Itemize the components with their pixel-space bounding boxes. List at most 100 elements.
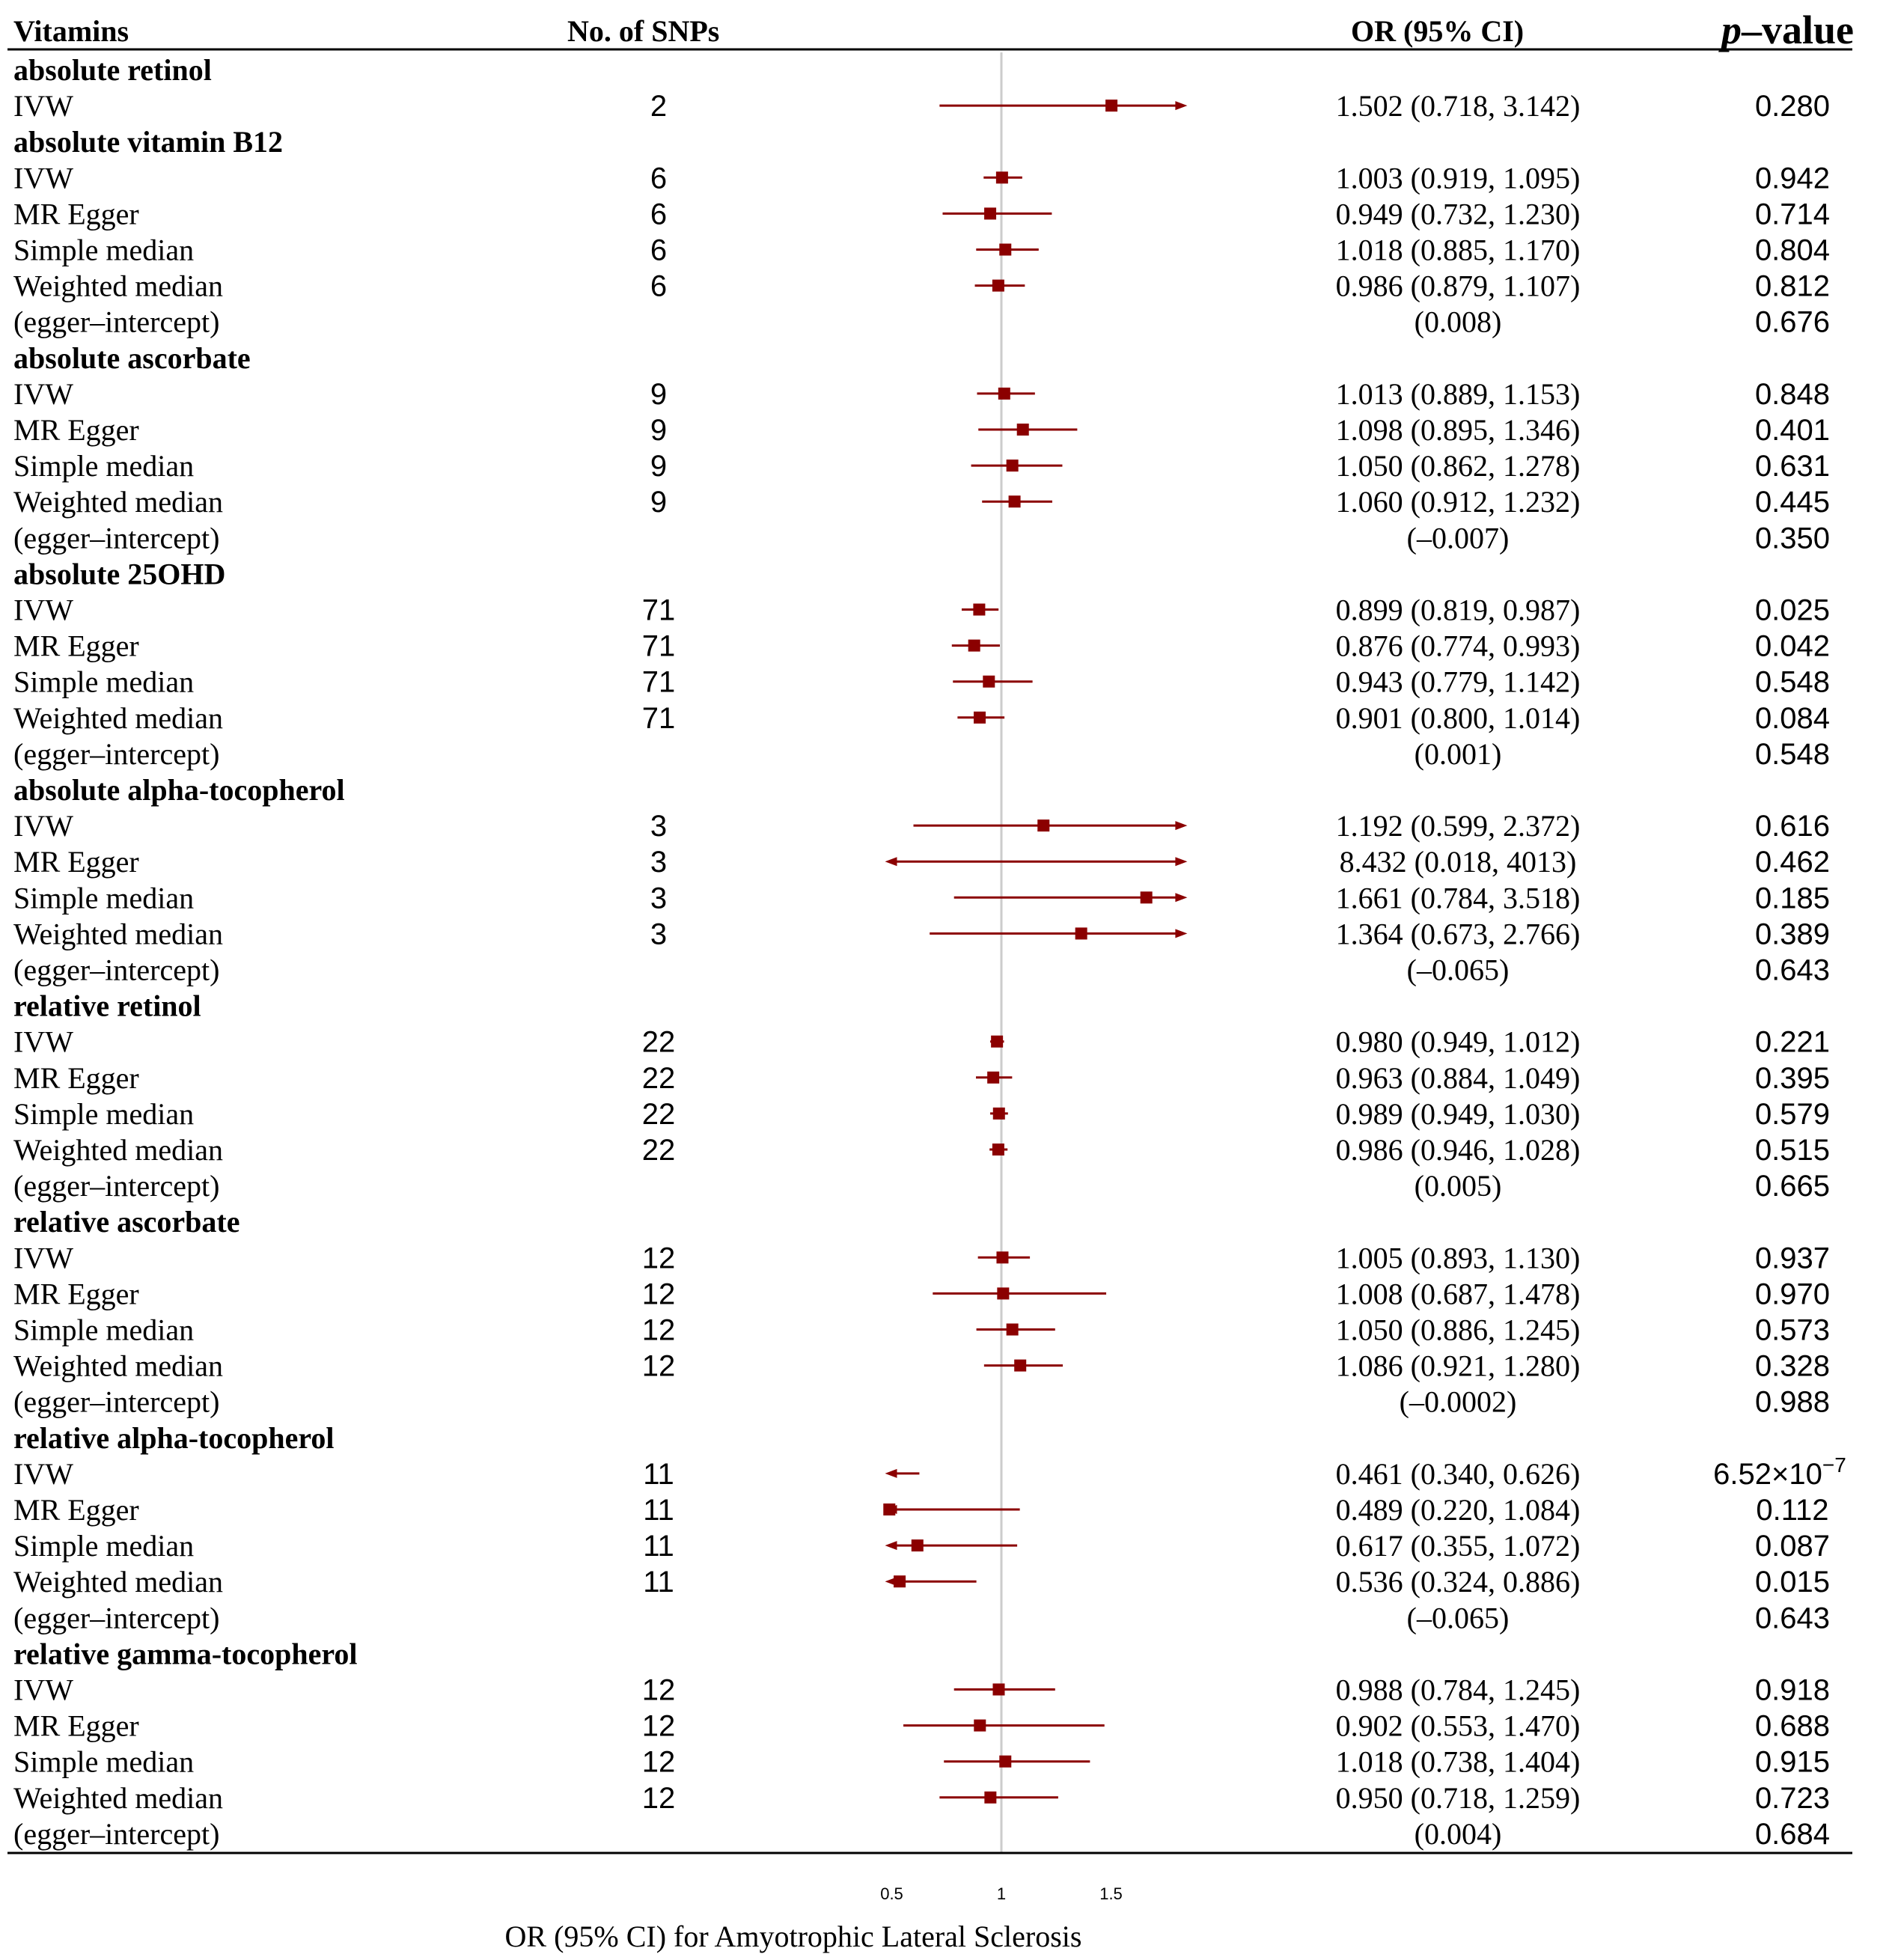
row-snps: 9 xyxy=(650,450,667,483)
row-pvalue: 0.389 xyxy=(1755,918,1830,950)
row-pvalue: 0.462 xyxy=(1755,846,1830,879)
row-or-ci: 1.050 (0.886, 1.245) xyxy=(1336,1313,1581,1347)
row-method: Simple median xyxy=(13,1529,194,1563)
row-pvalue: 0.665 xyxy=(1755,1170,1830,1203)
ci-arrow-right xyxy=(1175,893,1188,903)
row-or-ci: 0.617 (0.355, 1.072) xyxy=(1336,1529,1581,1563)
row-or-ci: 1.050 (0.862, 1.278) xyxy=(1336,449,1581,483)
x-tick-label: 1.5 xyxy=(1099,1884,1123,1903)
row-or-ci: 1.013 (0.889, 1.153) xyxy=(1336,377,1581,411)
row-method: MR Egger xyxy=(13,1277,139,1310)
row-or-ci: 0.949 (0.732, 1.230) xyxy=(1336,197,1581,231)
row-snps: 12 xyxy=(642,1782,676,1815)
point-estimate xyxy=(992,279,1004,292)
row-snps: 12 xyxy=(642,1277,676,1310)
row-snps: 12 xyxy=(642,1746,676,1779)
row-pvalue: 0.942 xyxy=(1755,162,1830,195)
row-snps: 6 xyxy=(650,162,667,195)
row-snps: 12 xyxy=(642,1710,676,1743)
row-method: Weighted median xyxy=(13,485,223,519)
x-tick-label: 0.5 xyxy=(880,1884,903,1903)
row-snps: 11 xyxy=(643,1566,674,1599)
group-label: absolute vitamin B12 xyxy=(13,125,283,159)
row-method: Weighted median xyxy=(13,1349,223,1383)
row-method: Weighted median xyxy=(13,1565,223,1599)
row-method: Simple median xyxy=(13,233,194,267)
point-estimate xyxy=(1006,460,1019,472)
row-method: Weighted median xyxy=(13,1781,223,1815)
row-or-ci: (–0.007) xyxy=(1407,521,1510,555)
point-estimate xyxy=(998,387,1010,400)
point-estimate xyxy=(992,1683,1005,1696)
row-or-ci: 0.989 (0.949, 1.030) xyxy=(1336,1097,1581,1131)
ci-arrow-right xyxy=(1175,929,1188,938)
row-or-ci: 0.901 (0.800, 1.014) xyxy=(1336,701,1581,735)
row-method: Weighted median xyxy=(13,701,223,735)
row-method: (egger–intercept) xyxy=(13,521,219,555)
row-snps: 12 xyxy=(642,1350,676,1383)
row-pvalue-exponent: −7 xyxy=(1822,1453,1846,1477)
ci-arrow-left xyxy=(885,1468,897,1478)
row-or-ci: 1.018 (0.885, 1.170) xyxy=(1336,233,1581,267)
row-or-ci: 1.008 (0.687, 1.478) xyxy=(1336,1277,1581,1310)
row-snps: 11 xyxy=(643,1458,674,1491)
row-method: MR Egger xyxy=(13,629,139,663)
row-or-ci: 0.899 (0.819, 0.987) xyxy=(1336,593,1581,627)
row-snps: 3 xyxy=(650,882,667,915)
row-or-ci: 0.489 (0.220, 1.084) xyxy=(1336,1493,1581,1527)
row-pvalue: 0.015 xyxy=(1755,1566,1830,1599)
row-method: Simple median xyxy=(13,665,194,699)
header-p-rest: –value xyxy=(1741,7,1854,52)
row-or-ci: 1.018 (0.738, 1.404) xyxy=(1336,1745,1581,1779)
ci-arrow-right xyxy=(1175,821,1188,831)
row-snps: 9 xyxy=(650,414,667,447)
row-method: (egger–intercept) xyxy=(13,737,219,771)
row-pvalue: 0.937 xyxy=(1755,1242,1830,1274)
row-snps: 22 xyxy=(642,1098,676,1131)
row-pvalue: 0.573 xyxy=(1755,1314,1830,1347)
point-estimate xyxy=(1075,927,1087,940)
row-snps: 12 xyxy=(642,1674,676,1707)
row-pvalue: 0.643 xyxy=(1755,1602,1830,1634)
row-or-ci: 0.461 (0.340, 0.626) xyxy=(1336,1457,1581,1491)
row-method: Weighted median xyxy=(13,1133,223,1167)
row-or-ci: (–0.065) xyxy=(1407,1601,1510,1634)
row-pvalue: 0.280 xyxy=(1755,90,1830,123)
row-snps: 6 xyxy=(650,234,667,267)
header-pvalue: p–value xyxy=(1718,7,1854,52)
group-label: relative ascorbate xyxy=(13,1205,239,1239)
ci-arrow-right xyxy=(1175,857,1188,867)
row-or-ci: (–0.065) xyxy=(1407,953,1510,987)
point-estimate xyxy=(997,1287,1010,1300)
point-estimate xyxy=(974,1719,986,1732)
point-estimate xyxy=(983,675,995,688)
row-snps: 6 xyxy=(650,198,667,231)
row-method: (egger–intercept) xyxy=(13,953,219,987)
row-snps: 3 xyxy=(650,846,667,879)
group-label: relative alpha-tocopherol xyxy=(13,1421,334,1455)
header-vitamins: Vitamins xyxy=(13,14,129,48)
row-pvalue: 0.848 xyxy=(1755,378,1830,411)
point-estimate xyxy=(1105,100,1118,112)
row-or-ci: 1.661 (0.784, 3.518) xyxy=(1336,881,1581,915)
point-estimate xyxy=(1140,891,1153,904)
row-or-ci: 0.988 (0.784, 1.245) xyxy=(1336,1673,1581,1707)
point-estimate xyxy=(1008,495,1021,508)
row-pvalue: 0.714 xyxy=(1755,198,1830,231)
row-snps: 9 xyxy=(650,486,667,519)
row-method: Simple median xyxy=(13,881,194,915)
row-or-ci: 1.060 (0.912, 1.232) xyxy=(1336,485,1581,519)
row-pvalue: 0.548 xyxy=(1755,666,1830,699)
row-or-ci: 8.432 (0.018, 4013) xyxy=(1340,845,1577,879)
row-or-ci: 0.876 (0.774, 0.993) xyxy=(1336,629,1581,663)
row-or-ci: 1.086 (0.921, 1.280) xyxy=(1336,1349,1581,1383)
row-pvalue: 0.042 xyxy=(1755,630,1830,663)
row-snps: 71 xyxy=(642,702,676,735)
point-estimate xyxy=(973,711,986,724)
row-snps: 11 xyxy=(643,1530,674,1563)
row-snps: 22 xyxy=(642,1134,676,1167)
row-or-ci: (0.004) xyxy=(1415,1817,1502,1851)
header-or: OR (95% CI) xyxy=(1351,14,1524,48)
